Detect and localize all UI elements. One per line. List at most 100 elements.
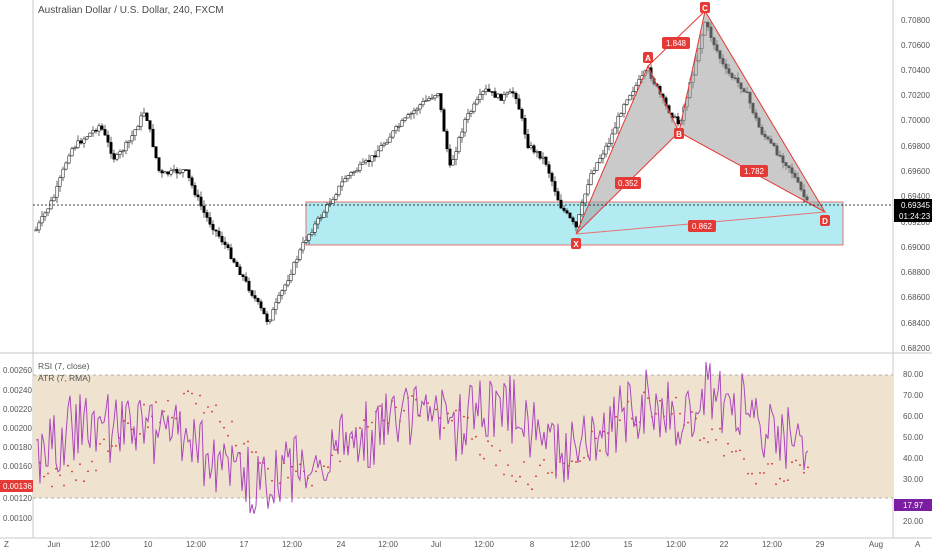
- candle-body: [367, 160, 371, 162]
- atr-dot: [787, 479, 789, 481]
- atr-dot: [595, 437, 597, 440]
- candle-body: [184, 169, 188, 171]
- atr-dot: [271, 479, 273, 482]
- rsi-axis[interactable]: 80.00 70.00 60.00 50.00 40.00 30.00 20.0…: [903, 370, 924, 526]
- rsi-line[interactable]: [35, 361, 809, 514]
- candle-body: [241, 274, 245, 278]
- candle-body: [172, 169, 176, 171]
- candle-body: [250, 290, 254, 296]
- candle-body: [436, 93, 440, 96]
- atr-tick: 0.00200: [3, 424, 32, 433]
- atr-dot: [775, 483, 777, 486]
- atr-dot: [155, 401, 157, 403]
- candle-body: [199, 196, 203, 207]
- candle-body: [277, 294, 281, 303]
- atr-dot: [91, 460, 93, 463]
- candle-body: [343, 178, 347, 183]
- candle-body: [550, 172, 554, 182]
- atr-dot: [531, 488, 533, 491]
- candlestick-series: [34, 20, 809, 325]
- price-axis[interactable]: 0.70800 0.70600 0.70400 0.70200 0.70000 …: [901, 16, 930, 353]
- candle-body: [439, 93, 443, 110]
- point-label-b[interactable]: B: [674, 128, 684, 139]
- price-tick: 0.70200: [901, 91, 930, 100]
- atr-legend[interactable]: ATR (7, RMA): [38, 373, 91, 383]
- atr-dot: [559, 461, 561, 463]
- candle-body: [583, 193, 587, 204]
- svg-text:C: C: [702, 4, 708, 13]
- candle-body: [262, 307, 266, 315]
- candle-body: [526, 134, 530, 149]
- ratio-label-xab[interactable]: 1.848: [662, 37, 690, 49]
- time-tick: Jun: [48, 540, 61, 549]
- candle-body: [598, 158, 602, 163]
- atr-dot: [163, 410, 165, 413]
- atr-dot: [67, 464, 69, 467]
- candle-body: [226, 244, 230, 248]
- atr-dot: [631, 417, 633, 420]
- candle-body: [427, 98, 431, 101]
- atr-dot: [615, 415, 617, 418]
- atr-dot: [87, 470, 89, 473]
- candle-body: [625, 99, 629, 105]
- candle-body: [586, 184, 590, 195]
- candle-body: [535, 151, 539, 153]
- candle-body: [61, 168, 65, 178]
- auto-scale-button[interactable]: A: [915, 540, 921, 549]
- price-tick: 0.70800: [901, 16, 930, 25]
- time-axis[interactable]: Jun 12:00 10 12:00 17 12:00 24 12:00 Jul…: [48, 540, 884, 549]
- candle-body: [481, 91, 485, 95]
- candle-body: [325, 204, 329, 213]
- candle-body: [511, 91, 515, 94]
- candle-body: [400, 120, 404, 127]
- rsi-tick: 40.00: [903, 454, 924, 463]
- atr-dot: [231, 420, 233, 423]
- atr-dot: [291, 465, 293, 468]
- atr-dot: [219, 420, 221, 423]
- candle-body: [499, 93, 503, 101]
- atr-dot: [707, 441, 709, 443]
- point-label-d[interactable]: D: [820, 215, 830, 226]
- candle-body: [460, 131, 464, 138]
- point-label-x[interactable]: X: [571, 238, 581, 249]
- atr-dot: [131, 428, 133, 431]
- candle-body: [523, 118, 527, 135]
- rsi-legend[interactable]: RSI (7, close): [38, 361, 90, 371]
- atr-dot: [259, 462, 261, 464]
- atr-dot: [95, 469, 97, 472]
- atr-tick: 0.00120: [3, 494, 32, 503]
- atr-dot: [719, 427, 721, 430]
- atr-dot: [435, 408, 437, 411]
- candle-body: [520, 109, 524, 119]
- rsi-value-tag: 17.97: [894, 499, 932, 511]
- atr-dot: [527, 483, 529, 486]
- candle-body: [91, 130, 95, 134]
- point-label-c[interactable]: C: [700, 2, 710, 13]
- zoom-corner-button[interactable]: Z: [4, 540, 9, 549]
- time-tick: 15: [624, 540, 633, 549]
- rsi-tick: 20.00: [903, 517, 924, 526]
- time-tick: 29: [816, 540, 825, 549]
- svg-text:17.97: 17.97: [903, 501, 924, 510]
- atr-dot: [63, 484, 65, 487]
- atr-axis[interactable]: 0.00260 0.00240 0.00220 0.00200 0.00180 …: [3, 366, 32, 523]
- atr-dot: [403, 409, 405, 412]
- candle-body: [568, 212, 572, 219]
- atr-dot: [579, 460, 581, 462]
- atr-dot: [451, 419, 453, 422]
- ratio-label-bcd[interactable]: 1.782: [740, 165, 768, 177]
- candle-body: [157, 157, 161, 171]
- candle-body: [622, 104, 626, 114]
- candle-body: [532, 145, 536, 153]
- ratio-label-xa-b[interactable]: 0.352: [615, 177, 641, 189]
- atr-tick: 0.00220: [3, 405, 32, 414]
- ratio-label-xd[interactable]: 0.862: [688, 220, 716, 232]
- price-tick: 0.69800: [901, 142, 930, 151]
- atr-dot: [487, 440, 489, 443]
- atr-dot: [463, 415, 465, 418]
- point-label-a[interactable]: A: [643, 52, 653, 63]
- candle-body: [538, 151, 542, 159]
- atr-dot: [723, 454, 725, 457]
- candle-body: [571, 217, 575, 222]
